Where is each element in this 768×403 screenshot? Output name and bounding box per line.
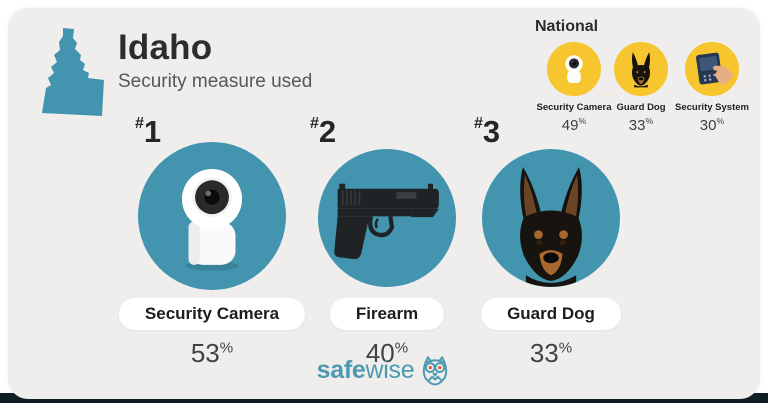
national-item-security-camera: Security Camera 49% [534, 42, 614, 134]
rank-label-pill: Security Camera [118, 298, 306, 330]
rank-item-guard-dog: #3 Guard Dog 33% [456, 112, 646, 388]
infographic-card: Idaho Security measure used National Sec… [8, 8, 760, 399]
rank-value: 53% [190, 338, 234, 368]
firearm-icon [318, 149, 456, 287]
security-system-icon [685, 42, 739, 96]
rank-value: 40% [365, 338, 409, 368]
idaho-state-icon [42, 28, 104, 116]
rank-item-firearm: #2 Firearm 40% [292, 112, 482, 388]
national-item-value: 49% [561, 116, 587, 134]
safewise-wordmark: safewise [316, 355, 415, 384]
guard-dog-icon [614, 42, 668, 96]
national-item-value: 30% [699, 116, 725, 134]
rank-label-pill: Firearm [329, 298, 445, 330]
security-camera-icon [547, 42, 601, 96]
national-item-security-system: Security System 30% [672, 42, 752, 134]
rank-number: #1 [135, 114, 162, 149]
rank-item-security-camera: #1 Security Camera 53% [117, 112, 307, 388]
national-item-label: Security System [675, 102, 749, 113]
rank-number: #3 [474, 114, 501, 149]
security-camera-icon [138, 142, 286, 290]
rank-value: 33% [529, 338, 573, 368]
safewise-logo: safewise [8, 354, 760, 386]
national-title: National [535, 18, 599, 35]
page-title: Idaho [118, 28, 213, 67]
national-item-guard-dog: Guard Dog 33% [601, 42, 681, 134]
page-subtitle: Security measure used [118, 71, 313, 92]
national-item-label: Guard Dog [616, 102, 666, 113]
rank-number: #2 [310, 114, 337, 149]
guard-dog-icon [482, 149, 620, 287]
header: Idaho Security measure used [118, 28, 312, 93]
owl-icon [423, 356, 448, 386]
rank-label-pill: Guard Dog [481, 298, 621, 330]
national-item-value: 33% [628, 116, 654, 134]
national-item-label: Security Camera [536, 102, 612, 113]
